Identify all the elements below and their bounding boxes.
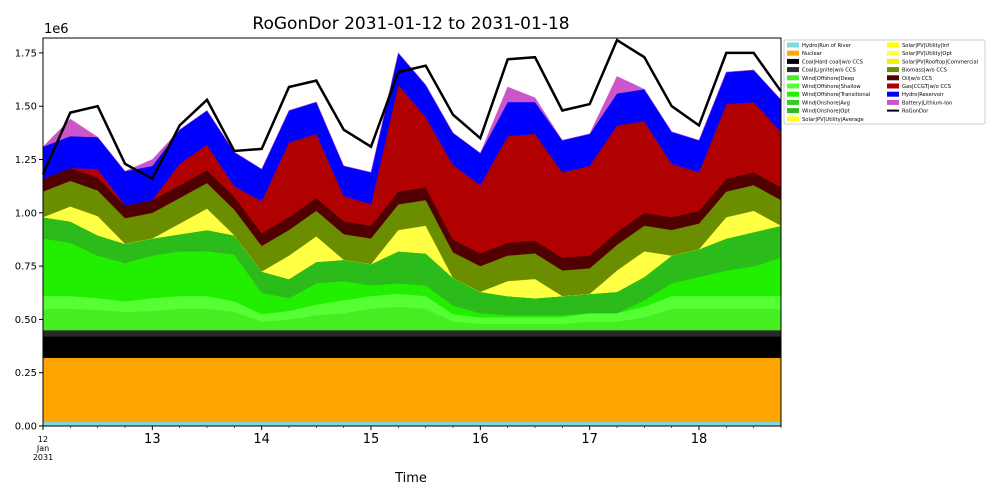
legend-swatch-solar-pv-utility-inf (887, 42, 899, 48)
legend-swatch-solar-pv-rooftop-commercial (887, 58, 899, 64)
area-nuclear (42, 357, 782, 422)
legend-swatch-nuclear (787, 50, 799, 56)
axes-frame (42, 37, 782, 427)
legend-swatch-wind-offshore-shallow (787, 83, 799, 89)
legend-swatch-hydro-run-of-river (787, 42, 799, 48)
x-tick-label: 15 (363, 432, 380, 447)
legend-swatch-hydro-reservoir (887, 91, 899, 97)
legend: Hydro|Run of River Nuclear Coal|Hard coal|… (783, 39, 986, 125)
legend-box (783, 39, 986, 125)
legend-label-hydro-reservoir: Hydro|Reservoir (902, 92, 944, 98)
y-tick-label: 0.25 (15, 368, 37, 379)
line-rogondor (41, 38, 783, 181)
y-tick-label: 1.50 (15, 102, 37, 113)
legend-label-hydro-run-of-river: Hydro|Run of River (802, 43, 852, 49)
legend-swatch-solar-pv-utility-opt (887, 50, 899, 56)
area-layer (41, 38, 783, 427)
y-tick-label: 0.00 (15, 422, 37, 433)
chart-title: RoGonDor 2031-01-12 to 2031-01-18 (252, 14, 569, 34)
legend-label-rogondor: RoGonDor (902, 109, 929, 115)
x-tick-label: 16 (472, 432, 489, 447)
legend-label-wind-onshore-opt: Wind|Onshore|Opt (802, 109, 850, 115)
legend-swatch-wind-offshore-deep (787, 75, 799, 81)
legend-swatch-gas-ccgt-w-o-ccs (887, 83, 899, 89)
legend-label-biomass-w-o-ccs: Biomass|w/o CCS (902, 68, 947, 74)
legend-label-coal-hard-coal-w-o-ccs: Coal|Hard coal|w/o CCS (802, 59, 863, 65)
x-tick-label: 12 Jan 2031 (33, 435, 53, 462)
legend-label-gas-ccgt-w-o-ccs: Gas|CCGT|w/o CCS (902, 84, 951, 90)
x-tick-label: 18 (691, 432, 708, 447)
area-coal-lignite-w-o-ccs (42, 329, 782, 337)
legend-swatch-coal-hard-coal-w-o-ccs (787, 58, 799, 64)
y-scale-label: 1e6 (44, 22, 69, 37)
legend-swatch-solar-pv-utility-average (787, 116, 799, 122)
legend-label-wind-offshore-transitional: Wind|Offshore|Transitional (802, 92, 870, 98)
legend-swatch-oil-w-o-ccs (887, 75, 899, 81)
y-tick-label: 1.25 (15, 155, 37, 166)
y-tick-label: 1.75 (15, 48, 37, 59)
legend-label-wind-offshore-deep: Wind|Offshore|Deep (802, 76, 855, 82)
x-tick-label: 13 (144, 432, 161, 447)
legend-label-nuclear: Nuclear (802, 51, 823, 57)
y-tick-label: 1.00 (15, 208, 37, 219)
y-tick-label: 0.50 (15, 315, 37, 326)
legend-label-solar-pv-utility-inf: Solar|PV|Utility|Inf (902, 43, 949, 49)
legend-swatch-biomass-w-o-ccs (887, 67, 899, 73)
area-hydro-run-of-river (42, 421, 782, 427)
y-tick-label: 0.75 (15, 262, 37, 273)
legend-swatch-battery-lithium-ion (887, 99, 899, 105)
legend-label-solar-pv-rooftop-commercial: Solar|PV|Rooftop|Commercial (902, 59, 978, 65)
legend-label-oil-w-o-ccs: Oil|w/o CCS (902, 76, 932, 82)
x-tick-label: 17 (581, 432, 598, 447)
legend-swatch-wind-onshore-opt (787, 108, 799, 114)
legend-swatch-wind-onshore-avg (787, 99, 799, 105)
legend-label-wind-offshore-shallow: Wind|Offshore|Shallow (802, 84, 861, 90)
legend-label-coal-lignite-w-o-ccs: Coal|Lignite|w/o CCS (802, 68, 856, 74)
x-axis: 12 Jan 2031 13 14 15 16 17 18 (33, 426, 782, 462)
legend-swatch-coal-lignite-w-o-ccs (787, 67, 799, 73)
x-axis-label: Time (394, 471, 427, 486)
legend-label-solar-pv-utility-opt: Solar|PV|Utility|Opt (902, 51, 952, 57)
area-coal-hard-coal-w-o-ccs (42, 336, 782, 358)
x-tick-label: 14 (253, 432, 270, 447)
legend-label-battery-lithium-ion: Battery|Lithium-Ion (902, 100, 952, 106)
legend-label-wind-onshore-avg: Wind|Onshore|Avg (802, 100, 850, 106)
y-axis: 0.00 0.25 0.50 0.75 1.00 1.25 1.50 1.75 (15, 48, 43, 433)
legend-label-solar-pv-utility-average: Solar|PV|Utility|Average (802, 117, 864, 123)
legend-swatch-wind-offshore-transitional (787, 91, 799, 97)
